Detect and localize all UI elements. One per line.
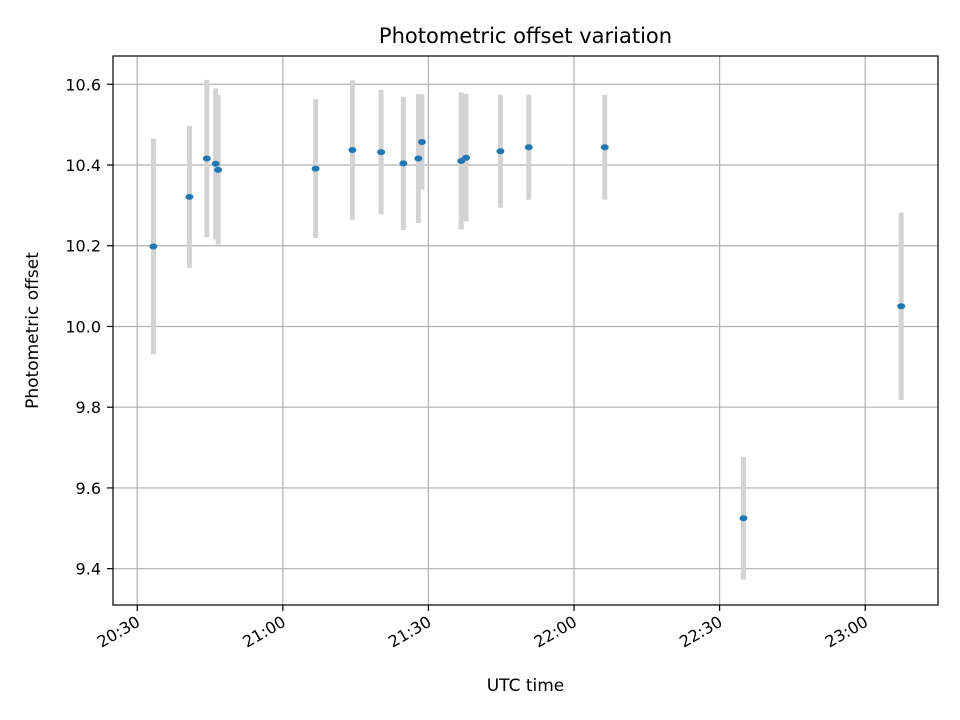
y-axis-ticks: 9.4 9.6 9.8 10.0 10.2 10.4 10.6 [65, 75, 113, 579]
chart-title: Photometric offset variation [379, 24, 672, 48]
data-point-1 [185, 193, 194, 200]
y-tick-label: 9.6 [76, 479, 101, 498]
data-point-16 [739, 515, 748, 522]
data-point-4 [214, 166, 223, 173]
data-point-6 [348, 147, 357, 154]
y-tick-label: 9.8 [76, 398, 101, 417]
data-point-14 [524, 144, 533, 151]
data-point-17 [897, 303, 906, 310]
y-tick-label: 10.2 [65, 237, 101, 256]
y-axis-label: Photometric offset [23, 252, 43, 409]
data-point-2 [202, 155, 211, 162]
data-point-3 [211, 160, 220, 167]
data-point-7 [377, 149, 386, 156]
data-point-0 [149, 243, 158, 250]
data-point-5 [311, 165, 320, 172]
data-point-9 [414, 155, 423, 162]
y-tick-label: 10.6 [65, 75, 101, 94]
data-point-15 [600, 144, 609, 151]
data-point-10 [417, 138, 426, 145]
y-tick-label: 10.4 [65, 156, 101, 175]
grid [113, 56, 938, 605]
data-point-12 [462, 154, 471, 161]
y-tick-label: 10.0 [65, 317, 101, 336]
data-point-8 [399, 160, 408, 167]
data-points [149, 138, 906, 522]
x-axis-label: UTC time [487, 676, 565, 696]
y-tick-label: 9.4 [76, 560, 101, 579]
plot-frame [112, 55, 939, 606]
data-point-13 [496, 148, 505, 155]
